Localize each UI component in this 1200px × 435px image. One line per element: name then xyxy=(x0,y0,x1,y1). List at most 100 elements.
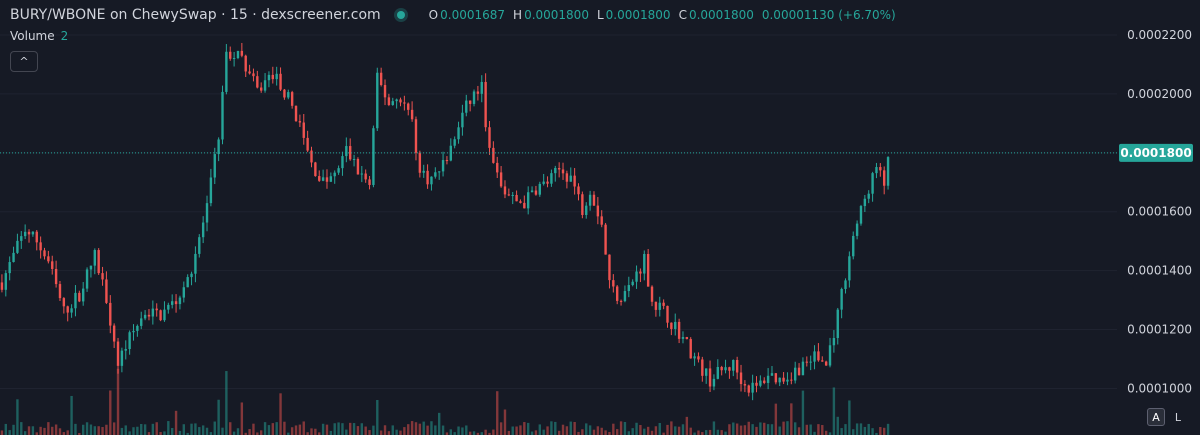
volume-bar xyxy=(635,422,638,435)
candle-body xyxy=(492,147,495,163)
y-tick-label: 0.0002200 xyxy=(1127,28,1192,42)
volume-bar xyxy=(23,431,27,435)
candle-body xyxy=(650,286,654,302)
volume-bar xyxy=(132,427,135,435)
candle-body xyxy=(314,162,317,177)
candle-body xyxy=(35,231,38,243)
volume-bar xyxy=(623,421,627,435)
volume-bar xyxy=(747,421,750,435)
candle-body xyxy=(565,173,569,182)
volume-bar xyxy=(592,429,596,435)
volume-bar xyxy=(0,430,4,435)
candle-body xyxy=(786,379,789,382)
volume-bar xyxy=(414,422,418,435)
volume-bar xyxy=(639,425,642,435)
volume-bar xyxy=(515,426,518,435)
candle-body xyxy=(190,273,193,278)
candle-body xyxy=(793,367,797,381)
candle-body xyxy=(372,128,375,185)
volume-bar xyxy=(379,430,383,435)
candle-body xyxy=(859,206,863,224)
candle-body xyxy=(515,194,518,202)
volume-bar xyxy=(236,428,240,435)
candle-body xyxy=(399,99,402,103)
volume-bar xyxy=(8,430,11,435)
candle-body xyxy=(167,304,170,310)
volume-bar xyxy=(205,427,209,435)
y-tick-label: 0.0001400 xyxy=(1127,264,1192,278)
candle-body xyxy=(743,384,747,386)
volume-bar xyxy=(78,432,81,435)
candle-body xyxy=(639,271,642,274)
candle-body xyxy=(554,167,557,174)
volume-bar xyxy=(12,424,15,435)
volume-bar xyxy=(472,431,476,435)
volume-bar xyxy=(476,432,480,435)
volume-bar xyxy=(213,421,216,435)
candle-body xyxy=(20,236,23,241)
volume-bar xyxy=(105,424,108,435)
volume-bar xyxy=(209,432,213,435)
candle-body xyxy=(159,310,162,321)
volume-bar xyxy=(534,430,538,435)
candle-body xyxy=(708,368,712,387)
volume-bar xyxy=(120,427,124,435)
volume-bar xyxy=(337,422,340,435)
candle-body xyxy=(4,273,8,290)
volume-bar xyxy=(643,428,646,435)
candle-body xyxy=(16,240,19,253)
volume-legend[interactable]: Volume 2 xyxy=(10,29,68,43)
auto-scale-button[interactable]: A xyxy=(1147,408,1165,426)
volume-bar xyxy=(801,390,805,435)
candle-body xyxy=(422,170,425,173)
live-status-icon xyxy=(396,11,405,19)
volume-bar xyxy=(229,422,232,435)
volume-bar xyxy=(298,424,302,435)
volume-bar xyxy=(275,422,278,435)
candle-body xyxy=(689,339,692,359)
volume-bar xyxy=(751,424,754,435)
candle-body xyxy=(468,100,472,104)
candle-body xyxy=(770,373,774,376)
volume-bar xyxy=(128,431,131,435)
candle-body xyxy=(797,367,801,376)
volume-bar xyxy=(364,426,367,435)
candle-body xyxy=(530,190,534,193)
volume-label: Volume xyxy=(10,29,55,43)
log-scale-button[interactable]: L xyxy=(1174,410,1182,424)
candle-body xyxy=(588,194,592,206)
candle-body xyxy=(128,332,131,350)
candle-body xyxy=(136,325,139,331)
volume-bar xyxy=(140,423,143,435)
collapse-legend-button[interactable]: ^ xyxy=(10,51,38,72)
volume-bar xyxy=(182,424,186,435)
volume-bar xyxy=(124,425,127,435)
candle-body xyxy=(670,322,673,329)
candle-body xyxy=(472,91,476,104)
candle-body xyxy=(85,269,89,289)
candle-body xyxy=(217,139,220,155)
volume-bar xyxy=(81,424,85,435)
candle-body xyxy=(871,173,874,194)
price-axis[interactable]: 0.0001000 0.0001200 0.0001400 0.0001600 0.00… xyxy=(1127,28,1192,395)
candle-body xyxy=(236,50,240,59)
candle-body xyxy=(674,321,677,329)
grid-lines xyxy=(0,34,1117,389)
candle-body xyxy=(143,314,147,319)
candle-body xyxy=(310,150,313,163)
volume-bar xyxy=(615,429,619,435)
volume-bar xyxy=(805,424,809,435)
candle-body xyxy=(805,361,809,363)
volume-bar xyxy=(550,421,553,435)
volume-bar xyxy=(178,430,182,435)
volume-bar xyxy=(116,368,120,435)
volume-bar xyxy=(855,423,859,435)
volume-bar xyxy=(763,422,766,435)
volume-bar xyxy=(480,432,483,435)
volume-bar xyxy=(167,421,170,435)
volume-bar xyxy=(341,423,344,435)
candle-body xyxy=(81,288,85,302)
candle-body xyxy=(879,167,882,171)
candle-body xyxy=(534,190,538,195)
